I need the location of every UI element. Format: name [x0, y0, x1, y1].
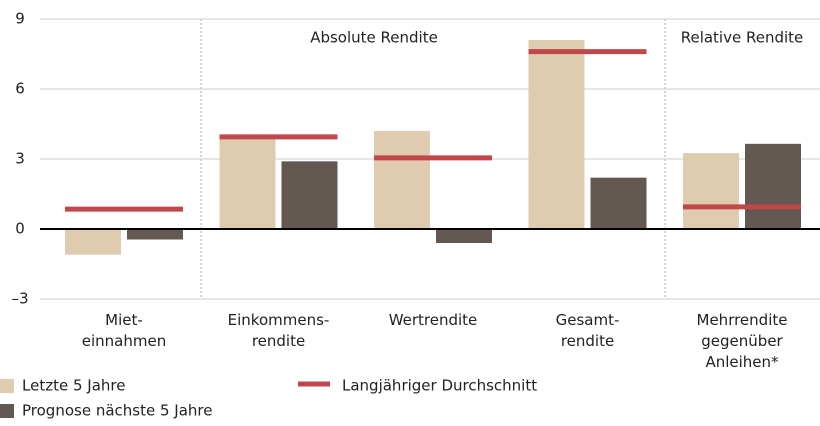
bar [281, 161, 338, 229]
x-tick-line: Gesamt- [556, 311, 620, 329]
bar [65, 229, 121, 255]
annotation: Relative Rendite [681, 29, 804, 47]
bar [127, 229, 183, 240]
x-tick-label: Einkommens-rendite [228, 311, 330, 350]
x-tick-line: Anleihen* [705, 353, 779, 371]
x-tick-label: Mehrrendite gegenüber Anleihen* [697, 311, 788, 371]
bar [374, 131, 430, 229]
x-tick-line: Wertrendite [389, 311, 478, 329]
x-tick-line: rendite [252, 332, 305, 350]
annotation: Absolute Rendite [310, 29, 438, 47]
x-tick-line: gegenüber [701, 332, 783, 350]
x-tick-label: Miet-einnahmen [82, 311, 166, 350]
x-tick-label: Gesamt-rendite [556, 311, 620, 350]
legend-label: Langjähriger Durchschnitt [342, 377, 537, 395]
legend-label: Prognose nächste 5 Jahre [22, 402, 212, 420]
bar [528, 40, 585, 229]
bar [219, 138, 276, 229]
y-tick-label: 6 [15, 80, 25, 98]
x-tick-line: Miet- [105, 311, 143, 329]
bar [683, 153, 739, 229]
bar [745, 143, 801, 229]
legend-swatch [0, 379, 14, 393]
x-tick-line: rendite [561, 332, 614, 350]
x-tick-line: Mehrrendite [697, 311, 788, 329]
y-tick-label: 3 [15, 150, 25, 168]
x-tick-line: einnahmen [82, 332, 166, 350]
y-tick-label: –3 [11, 290, 28, 308]
x-tick-line: Einkommens- [228, 311, 330, 329]
bar [590, 177, 647, 229]
y-tick-label: 0 [15, 220, 25, 238]
legend-label: Letzte 5 Jahre [22, 377, 125, 395]
y-tick-label: 9 [15, 10, 25, 28]
x-tick-label: Wertrendite [389, 311, 478, 329]
bar [436, 229, 492, 243]
legend-swatch [0, 404, 14, 418]
